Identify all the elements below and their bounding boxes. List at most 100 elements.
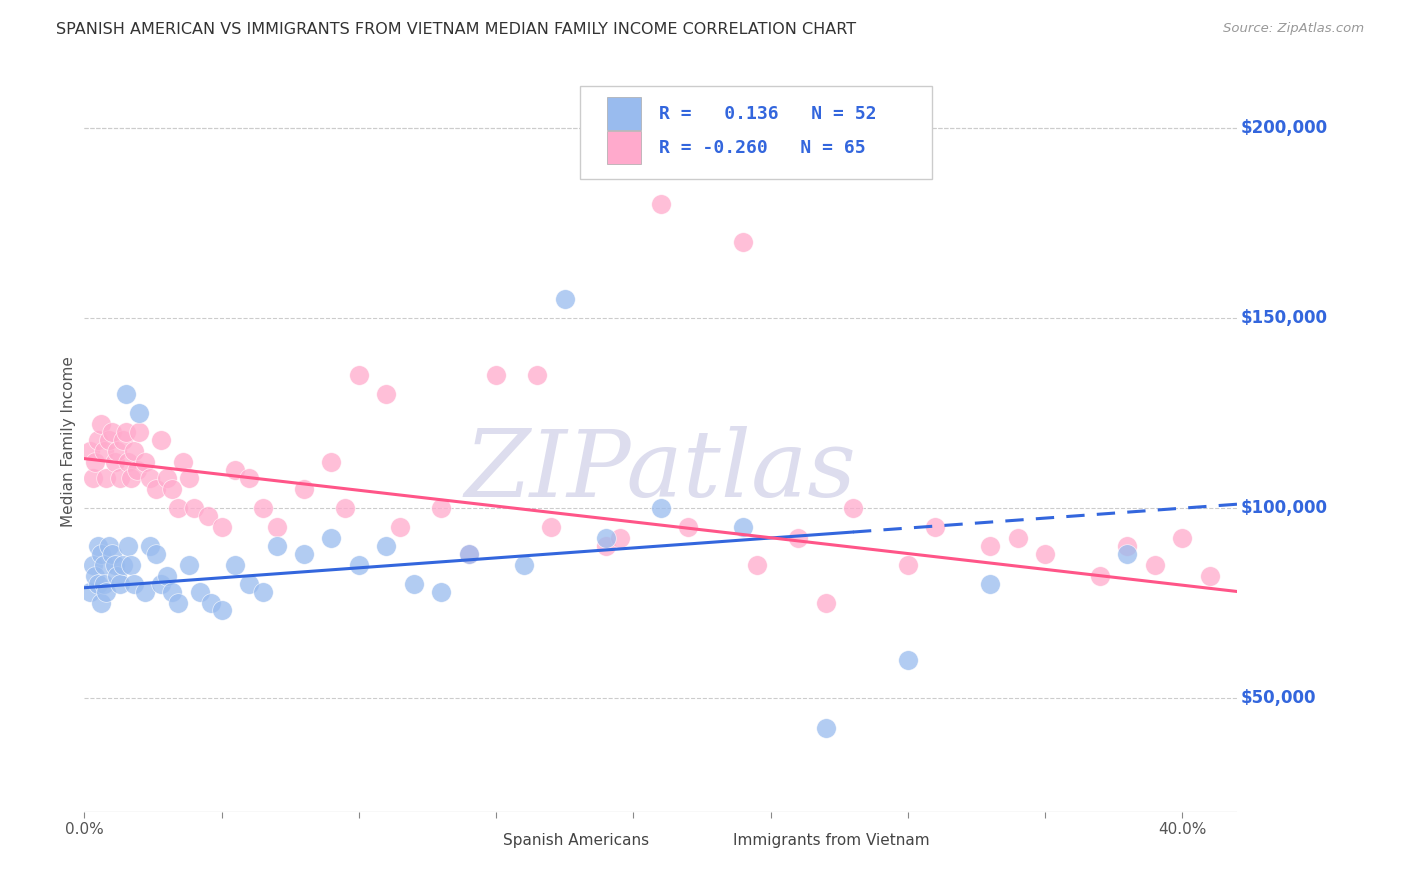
Point xyxy=(292,482,315,496)
Y-axis label: Median Family Income: Median Family Income xyxy=(60,356,76,527)
Text: SPANISH AMERICAN VS IMMIGRANTS FROM VIETNAM MEDIAN FAMILY INCOME CORRELATION CHA: SPANISH AMERICAN VS IMMIGRANTS FROM VIET… xyxy=(56,22,856,37)
Point xyxy=(197,508,219,523)
Point xyxy=(87,433,110,447)
Text: Source: ZipAtlas.com: Source: ZipAtlas.com xyxy=(1223,22,1364,36)
Point xyxy=(90,547,112,561)
Point xyxy=(101,547,124,561)
Point xyxy=(224,558,246,572)
Point xyxy=(82,558,104,572)
Point xyxy=(1088,569,1111,583)
Point xyxy=(105,444,128,458)
Point xyxy=(650,500,672,515)
Point xyxy=(111,433,134,447)
Point xyxy=(93,558,115,572)
Point xyxy=(814,596,837,610)
Point xyxy=(266,539,288,553)
Point xyxy=(84,455,107,469)
Point xyxy=(117,455,139,469)
Text: Immigrants from Vietnam: Immigrants from Vietnam xyxy=(734,833,931,848)
Point xyxy=(321,455,343,469)
Point xyxy=(333,500,356,515)
Point xyxy=(105,569,128,583)
Point xyxy=(430,500,453,515)
Text: Spanish Americans: Spanish Americans xyxy=(503,833,650,848)
Point xyxy=(1007,532,1029,546)
Point xyxy=(1143,558,1166,572)
Point xyxy=(842,500,865,515)
Point xyxy=(678,520,700,534)
Text: $100,000: $100,000 xyxy=(1240,499,1327,517)
Point xyxy=(224,463,246,477)
Point xyxy=(252,500,274,515)
Point xyxy=(120,558,142,572)
Point xyxy=(238,577,260,591)
Point xyxy=(485,368,508,383)
Point xyxy=(96,470,118,484)
Point xyxy=(595,539,617,553)
Text: $150,000: $150,000 xyxy=(1240,310,1327,327)
Point xyxy=(924,520,946,534)
Point xyxy=(1198,569,1220,583)
Point xyxy=(125,463,148,477)
Point xyxy=(979,539,1001,553)
FancyBboxPatch shape xyxy=(581,87,932,178)
Point xyxy=(79,444,101,458)
Point xyxy=(389,520,412,534)
Point xyxy=(122,444,145,458)
Point xyxy=(150,577,173,591)
Point xyxy=(430,584,453,599)
Point xyxy=(457,547,479,561)
Point xyxy=(177,470,200,484)
Point xyxy=(1171,532,1194,546)
Point xyxy=(897,653,920,667)
Point xyxy=(156,569,179,583)
Point xyxy=(93,577,115,591)
Point xyxy=(82,470,104,484)
Point xyxy=(145,482,167,496)
Point xyxy=(595,532,617,546)
Point xyxy=(1116,539,1139,553)
Point xyxy=(96,584,118,599)
FancyBboxPatch shape xyxy=(696,829,724,853)
Point xyxy=(733,520,755,534)
Point xyxy=(108,470,131,484)
Point xyxy=(166,596,188,610)
Point xyxy=(347,558,370,572)
Point xyxy=(375,387,398,401)
Point xyxy=(134,584,156,599)
Point xyxy=(375,539,398,553)
Point xyxy=(183,500,205,515)
FancyBboxPatch shape xyxy=(606,131,641,164)
Point xyxy=(160,482,183,496)
Point xyxy=(1116,547,1139,561)
Point xyxy=(90,417,112,432)
Text: R = -0.260   N = 65: R = -0.260 N = 65 xyxy=(658,138,865,157)
Point xyxy=(114,425,136,439)
Point xyxy=(101,425,124,439)
Point xyxy=(266,520,288,534)
Text: $50,000: $50,000 xyxy=(1240,689,1316,706)
Point xyxy=(139,470,162,484)
Point xyxy=(321,532,343,546)
Point xyxy=(156,470,179,484)
Point xyxy=(540,520,562,534)
Point xyxy=(98,433,121,447)
Point xyxy=(98,539,121,553)
Text: ZIPatlas: ZIPatlas xyxy=(465,426,856,516)
FancyBboxPatch shape xyxy=(606,97,641,130)
Point xyxy=(252,584,274,599)
Point xyxy=(457,547,479,561)
Point xyxy=(979,577,1001,591)
Point xyxy=(87,577,110,591)
Point xyxy=(1033,547,1056,561)
Point xyxy=(172,455,194,469)
Point xyxy=(814,721,837,735)
Point xyxy=(897,558,920,572)
Point xyxy=(79,584,101,599)
Point xyxy=(650,197,672,211)
Text: R =   0.136   N = 52: R = 0.136 N = 52 xyxy=(658,104,876,122)
Point xyxy=(554,292,576,306)
Point xyxy=(200,596,222,610)
Point xyxy=(160,584,183,599)
Point xyxy=(402,577,425,591)
